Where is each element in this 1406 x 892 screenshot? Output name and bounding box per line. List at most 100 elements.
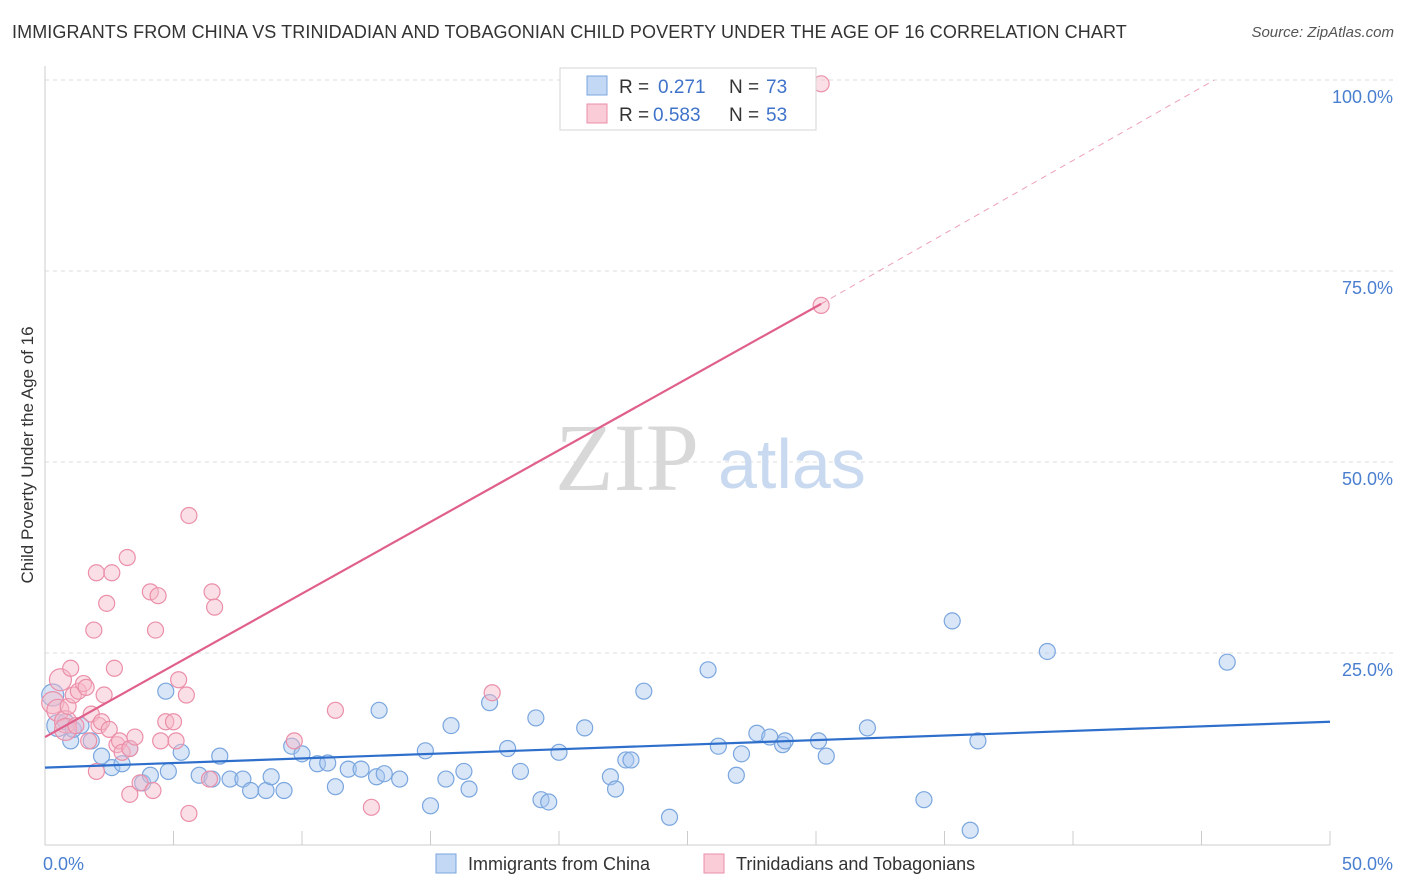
china-point xyxy=(460,780,478,798)
x-tick-label-min: 0.0% xyxy=(43,854,84,874)
china-point xyxy=(732,745,751,763)
china-point xyxy=(319,754,337,772)
trinidad-point xyxy=(118,548,136,567)
china-point xyxy=(262,768,280,786)
trinidad-point xyxy=(146,621,165,639)
axes xyxy=(44,66,1331,846)
china-point xyxy=(699,661,717,679)
legend-r-value-china: 0.271 xyxy=(658,77,706,98)
trinidad-point xyxy=(141,583,159,601)
china-point xyxy=(727,766,745,784)
legend: R = 0.271 N = 73 R = 0.583 N = 53 xyxy=(559,67,817,131)
trinidad-point xyxy=(126,728,144,746)
legend-n-value-trinidad: 53 xyxy=(766,105,787,126)
legend-swatch-china xyxy=(586,75,608,96)
trinidad-point xyxy=(53,717,78,742)
china-point xyxy=(969,732,987,750)
trinidad-point xyxy=(105,659,123,677)
china-point xyxy=(275,781,293,800)
china-point xyxy=(41,683,65,707)
trinidad-point xyxy=(113,743,131,761)
trinidad-point xyxy=(98,594,116,612)
china-point xyxy=(92,747,111,765)
china-trend-line xyxy=(44,720,1331,769)
trinidad-point xyxy=(77,678,95,696)
china-point xyxy=(499,739,517,758)
china-point xyxy=(421,797,440,815)
trinidad-point xyxy=(62,659,80,677)
trinidad-point xyxy=(131,774,149,792)
y-tick-label-75: 75.0% xyxy=(1342,278,1393,298)
china-point xyxy=(617,751,635,769)
trinidad-point xyxy=(149,587,167,605)
china-point xyxy=(635,682,653,700)
china-point xyxy=(157,682,175,700)
source-label: Source: ZipAtlas.com xyxy=(1251,24,1394,41)
china-point xyxy=(943,612,961,630)
trinidad-point xyxy=(285,732,303,750)
china-point xyxy=(576,719,594,737)
y-tick-label-25: 25.0% xyxy=(1342,660,1393,680)
y-tick-label-100: 100.0% xyxy=(1332,87,1393,107)
china-point xyxy=(622,751,640,769)
trinidad-point xyxy=(53,710,78,734)
legend-swatch-trinidad xyxy=(586,103,608,124)
china-point xyxy=(1038,642,1056,661)
china-point xyxy=(817,747,835,765)
trinidad-point xyxy=(103,564,121,582)
trinidad-point xyxy=(80,732,98,750)
trinidad-point xyxy=(200,770,219,788)
trinidad-trend-line xyxy=(44,302,822,739)
legend-n-value-china: 73 xyxy=(766,77,787,98)
china-point xyxy=(416,742,434,760)
trinidad-point xyxy=(85,621,103,639)
watermark: ZIP atlas xyxy=(555,404,866,511)
chart-title: IMMIGRANTS FROM CHINA VS TRINIDADIAN AND… xyxy=(12,22,1127,42)
china-point xyxy=(437,770,455,788)
y-tick-label-50: 50.0% xyxy=(1342,469,1393,489)
trinidad-point xyxy=(326,701,345,719)
china-point xyxy=(660,808,679,826)
china-point xyxy=(915,791,933,809)
trinidad-point xyxy=(203,583,221,601)
trinidad-point xyxy=(87,762,106,781)
tick-labels: 25.0% 50.0% 75.0% 100.0% 0.0% 50.0% xyxy=(43,87,1393,874)
china-point xyxy=(326,778,345,796)
series-trinidad-points xyxy=(41,75,830,823)
trinidad-trend-extension xyxy=(820,79,1215,305)
china-point xyxy=(606,780,625,798)
trinidad-point xyxy=(812,296,830,314)
china-point xyxy=(221,770,239,788)
trinidad-point xyxy=(167,732,185,750)
china-point xyxy=(352,760,370,778)
trinidad-point xyxy=(152,732,170,750)
china-point xyxy=(159,762,177,781)
china-point xyxy=(961,821,979,839)
trinidad-point xyxy=(180,804,198,823)
china-point xyxy=(442,716,460,735)
china-point xyxy=(242,781,260,800)
trinidad-point xyxy=(87,564,106,582)
legend-n-label-trinidad: N = xyxy=(729,105,759,126)
trinidad-point xyxy=(206,598,224,616)
china-point xyxy=(1218,653,1236,671)
china-point xyxy=(527,709,545,727)
trinidad-point xyxy=(164,713,183,731)
trinidad-point xyxy=(100,720,118,739)
trinidad-point xyxy=(170,671,188,689)
x-tick-label-max: 50.0% xyxy=(1342,854,1393,874)
trend-lines xyxy=(44,79,1331,769)
bottom-legend-swatch-trinidad xyxy=(703,853,725,874)
bottom-legend-label-china: Immigrants from China xyxy=(468,854,651,874)
trinidad-point xyxy=(362,798,380,816)
bottom-legend-label-trinidad: Trinidadians and Tobagonians xyxy=(736,854,975,874)
china-point xyxy=(370,701,388,719)
series-china-points xyxy=(41,612,1236,839)
trinidad-point xyxy=(177,686,195,704)
china-point xyxy=(391,770,409,788)
china-point xyxy=(709,737,727,755)
watermark-atlas: atlas xyxy=(718,425,866,503)
legend-n-label-china: N = xyxy=(729,77,759,98)
bottom-legend: Immigrants from China Trinidadians and T… xyxy=(435,853,975,874)
